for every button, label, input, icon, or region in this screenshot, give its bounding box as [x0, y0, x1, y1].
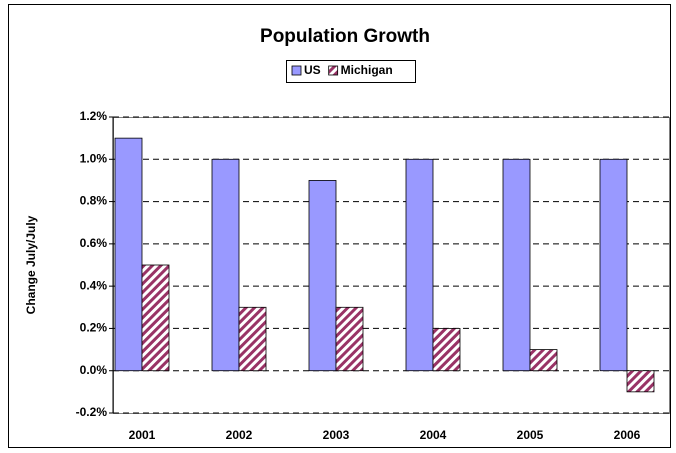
bar	[335, 306, 364, 372]
legend-label: Michigan	[341, 63, 393, 77]
bar	[308, 180, 337, 372]
bar	[432, 328, 461, 372]
legend-swatch	[328, 65, 339, 76]
x-tick-label: 2001	[129, 428, 156, 442]
y-tick-label: 0.4%	[80, 278, 108, 292]
legend: US Michigan	[286, 60, 416, 83]
legend-label: US	[304, 63, 321, 77]
plot-area	[113, 117, 670, 414]
bar	[238, 306, 267, 372]
y-tick-label: 0.8%	[80, 194, 108, 208]
x-tick-label: 2005	[517, 428, 544, 442]
y-tick-label: -0.2%	[76, 405, 108, 419]
x-tick-label: 2003	[323, 428, 350, 442]
x-tick-label: 2004	[420, 428, 447, 442]
bar	[114, 137, 143, 372]
bar	[405, 158, 434, 372]
legend-box	[286, 60, 416, 83]
x-tick-label: 2002	[226, 428, 253, 442]
bar	[141, 264, 170, 372]
y-tick-label: 1.2%	[80, 109, 108, 123]
y-tick-label: 1.0%	[80, 151, 108, 165]
x-tick-label: 2006	[614, 428, 641, 442]
chart-title: Population Growth	[260, 26, 430, 47]
y-axis-label: Change July/July	[24, 215, 38, 314]
y-tick-label: 0.2%	[80, 321, 108, 335]
y-tick-label: 0.6%	[80, 236, 108, 250]
bar	[529, 349, 558, 372]
bar	[599, 158, 628, 372]
legend-swatch	[291, 65, 302, 76]
y-tick-label: 0.0%	[80, 363, 108, 377]
bar	[626, 370, 655, 393]
bar	[211, 158, 240, 372]
bar	[502, 158, 531, 372]
